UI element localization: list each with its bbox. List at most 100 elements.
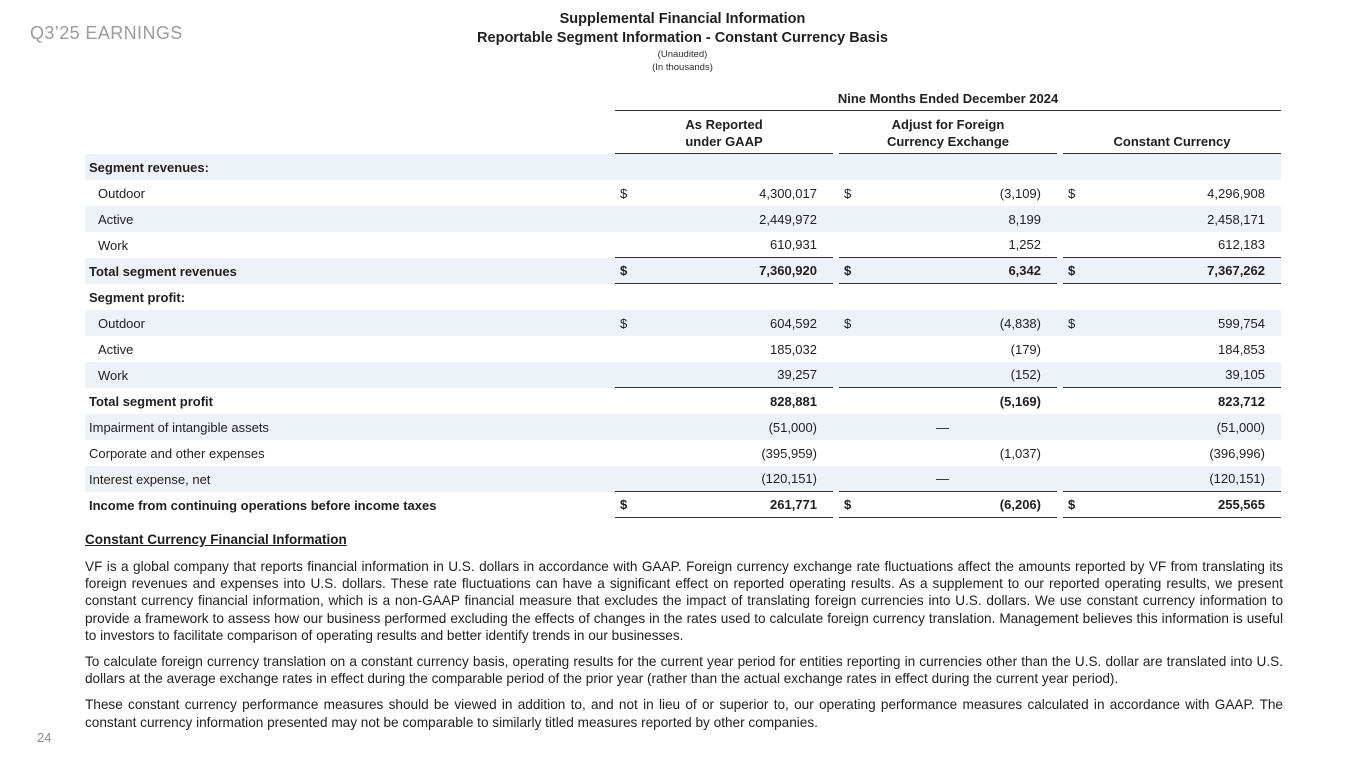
page-subtitle: Reportable Segment Information - Constan…: [477, 30, 888, 46]
table-row: Segment revenues:: [85, 154, 1281, 180]
table-row: Impairment of intangible assets (51,000)…: [85, 414, 1281, 440]
cell-fx-adjust: [839, 284, 1057, 310]
cell-constant-currency: $255,565: [1063, 492, 1281, 518]
cell-constant-currency: $4,296,908: [1063, 180, 1281, 206]
cell-value: 39,257: [777, 367, 817, 382]
column-header-row-1: As Reported Adjust for Foreign: [85, 111, 1281, 132]
dollar-sign: $: [844, 185, 852, 201]
cell-constant-currency: $7,367,262: [1063, 258, 1281, 284]
cell-as-reported: 185,032: [615, 336, 833, 362]
notes-paragraph-3: These constant currency performance meas…: [85, 697, 1283, 730]
cell-as-reported: $4,300,017: [615, 180, 833, 206]
cell-value: 184,853: [1218, 341, 1265, 357]
cell-value: (120,151): [761, 471, 817, 486]
cell-value: 39,105: [1225, 367, 1265, 382]
table-row: Income from continuing operations before…: [85, 492, 1281, 518]
cell-fx-adjust: 8,199: [839, 206, 1057, 232]
dollar-sign: $: [1068, 185, 1076, 201]
dollar-sign: $: [1068, 497, 1076, 512]
cell-as-reported: 828,881: [615, 388, 833, 414]
cell-value: 604,592: [770, 315, 817, 331]
period-header-row: Nine Months Ended December 2024: [85, 88, 1281, 111]
cell-constant-currency: 612,183: [1063, 232, 1281, 258]
table-row: Work 39,257 (152) 39,105: [85, 362, 1281, 388]
row-label: Income from continuing operations before…: [89, 497, 437, 513]
row-label: Outdoor: [98, 185, 145, 201]
col-header-gaap-line2: under GAAP: [615, 134, 833, 154]
cell-value: —: [936, 471, 949, 486]
cell-constant-currency: 823,712: [1063, 388, 1281, 414]
cell-as-reported: (51,000): [615, 414, 833, 440]
cell-as-reported: (120,151): [615, 466, 833, 492]
dollar-sign: $: [844, 497, 852, 512]
row-label: Total segment revenues: [89, 263, 237, 279]
cell-as-reported: $604,592: [615, 310, 833, 336]
cell-value: (152): [1010, 367, 1041, 382]
cell-as-reported: $261,771: [615, 492, 833, 518]
dollar-sign: $: [844, 315, 852, 331]
row-label: Active: [98, 341, 134, 357]
cell-value: 828,881: [770, 393, 817, 409]
column-header-row-2: under GAAP Currency Exchange Constant Cu…: [85, 132, 1281, 154]
cell-value: (396,996): [1209, 445, 1265, 461]
cell-value: 610,931: [770, 237, 817, 252]
column-gap: [1057, 111, 1063, 132]
cell-value: (51,000): [768, 419, 817, 435]
cell-value: (179): [1010, 341, 1041, 357]
cell-as-reported: $7,360,920: [615, 258, 833, 284]
cell-fx-adjust: (1,037): [839, 440, 1057, 466]
table-row: Work 610,931 1,252 612,183: [85, 232, 1281, 258]
cell-constant-currency: 184,853: [1063, 336, 1281, 362]
cell-as-reported: (395,959): [615, 440, 833, 466]
cell-fx-adjust: $ (3,109): [839, 180, 1057, 206]
table-row: Corporate and other expenses (395,959) (…: [85, 440, 1281, 466]
constant-currency-notes: Constant Currency Financial Information …: [85, 532, 1283, 740]
cell-value: 2,458,171: [1207, 211, 1265, 227]
table-row: Segment profit:: [85, 284, 1281, 310]
cell-constant-currency: [1063, 284, 1281, 310]
cell-as-reported: 39,257: [615, 362, 833, 388]
cell-constant-currency: (396,996): [1063, 440, 1281, 466]
cell-constant-currency: 2,458,171: [1063, 206, 1281, 232]
col-header-fx-line1: Adjust for Foreign: [891, 117, 1005, 132]
cell-value: 261,771: [770, 497, 817, 512]
cell-fx-adjust: $ (4,838): [839, 310, 1057, 336]
dollar-sign: $: [620, 315, 628, 331]
col-header-fx-line2: Currency Exchange: [839, 134, 1057, 154]
unaudited-note: (Unaudited): [657, 49, 708, 60]
cell-value: 4,300,017: [759, 185, 817, 201]
row-label: Active: [98, 211, 134, 227]
cell-value: 255,565: [1218, 497, 1265, 512]
cell-fx-adjust: (152): [839, 362, 1057, 388]
col-header-gaap-line1: As Reported: [685, 117, 763, 132]
document-header: Supplemental Financial Information Repor…: [0, 10, 1365, 74]
cell-value: 7,360,920: [759, 263, 817, 278]
dollar-sign: $: [1068, 263, 1076, 278]
cell-value: 2,449,972: [759, 211, 817, 227]
cell-fx-adjust: [839, 154, 1057, 180]
row-label: Corporate and other expenses: [89, 445, 265, 461]
page-number: 24: [37, 730, 52, 745]
cell-value: 1,252: [1008, 237, 1041, 252]
dollar-sign: $: [844, 263, 852, 278]
cell-fx-adjust: —: [839, 414, 1057, 440]
dollar-sign: $: [620, 497, 628, 512]
cell-fx-adjust: (5,169): [839, 388, 1057, 414]
cell-constant-currency: 39,105: [1063, 362, 1281, 388]
cell-fx-adjust: 1,252: [839, 232, 1057, 258]
row-label: Impairment of intangible assets: [89, 419, 269, 435]
cell-value: (6,206): [999, 497, 1041, 512]
row-label: Interest expense, net: [89, 471, 211, 487]
row-label: Segment revenues:: [89, 159, 209, 175]
table-row: Active 185,032 (179) 184,853: [85, 336, 1281, 362]
table-row: Active 2,449,972 8,199 2,458,171: [85, 206, 1281, 232]
thousands-note: (In thousands): [652, 62, 713, 73]
cell-value: 4,296,908: [1207, 185, 1265, 201]
cell-constant-currency: $599,754: [1063, 310, 1281, 336]
row-label: Total segment profit: [89, 393, 213, 409]
period-header: Nine Months Ended December 2024: [615, 91, 1281, 111]
row-label: Segment profit:: [89, 289, 186, 305]
earnings-label: Q3’25 EARNINGS: [30, 23, 183, 43]
dollar-sign: $: [1068, 315, 1076, 331]
table-row: Outdoor $604,592 $ (4,838) $599,754: [85, 310, 1281, 336]
